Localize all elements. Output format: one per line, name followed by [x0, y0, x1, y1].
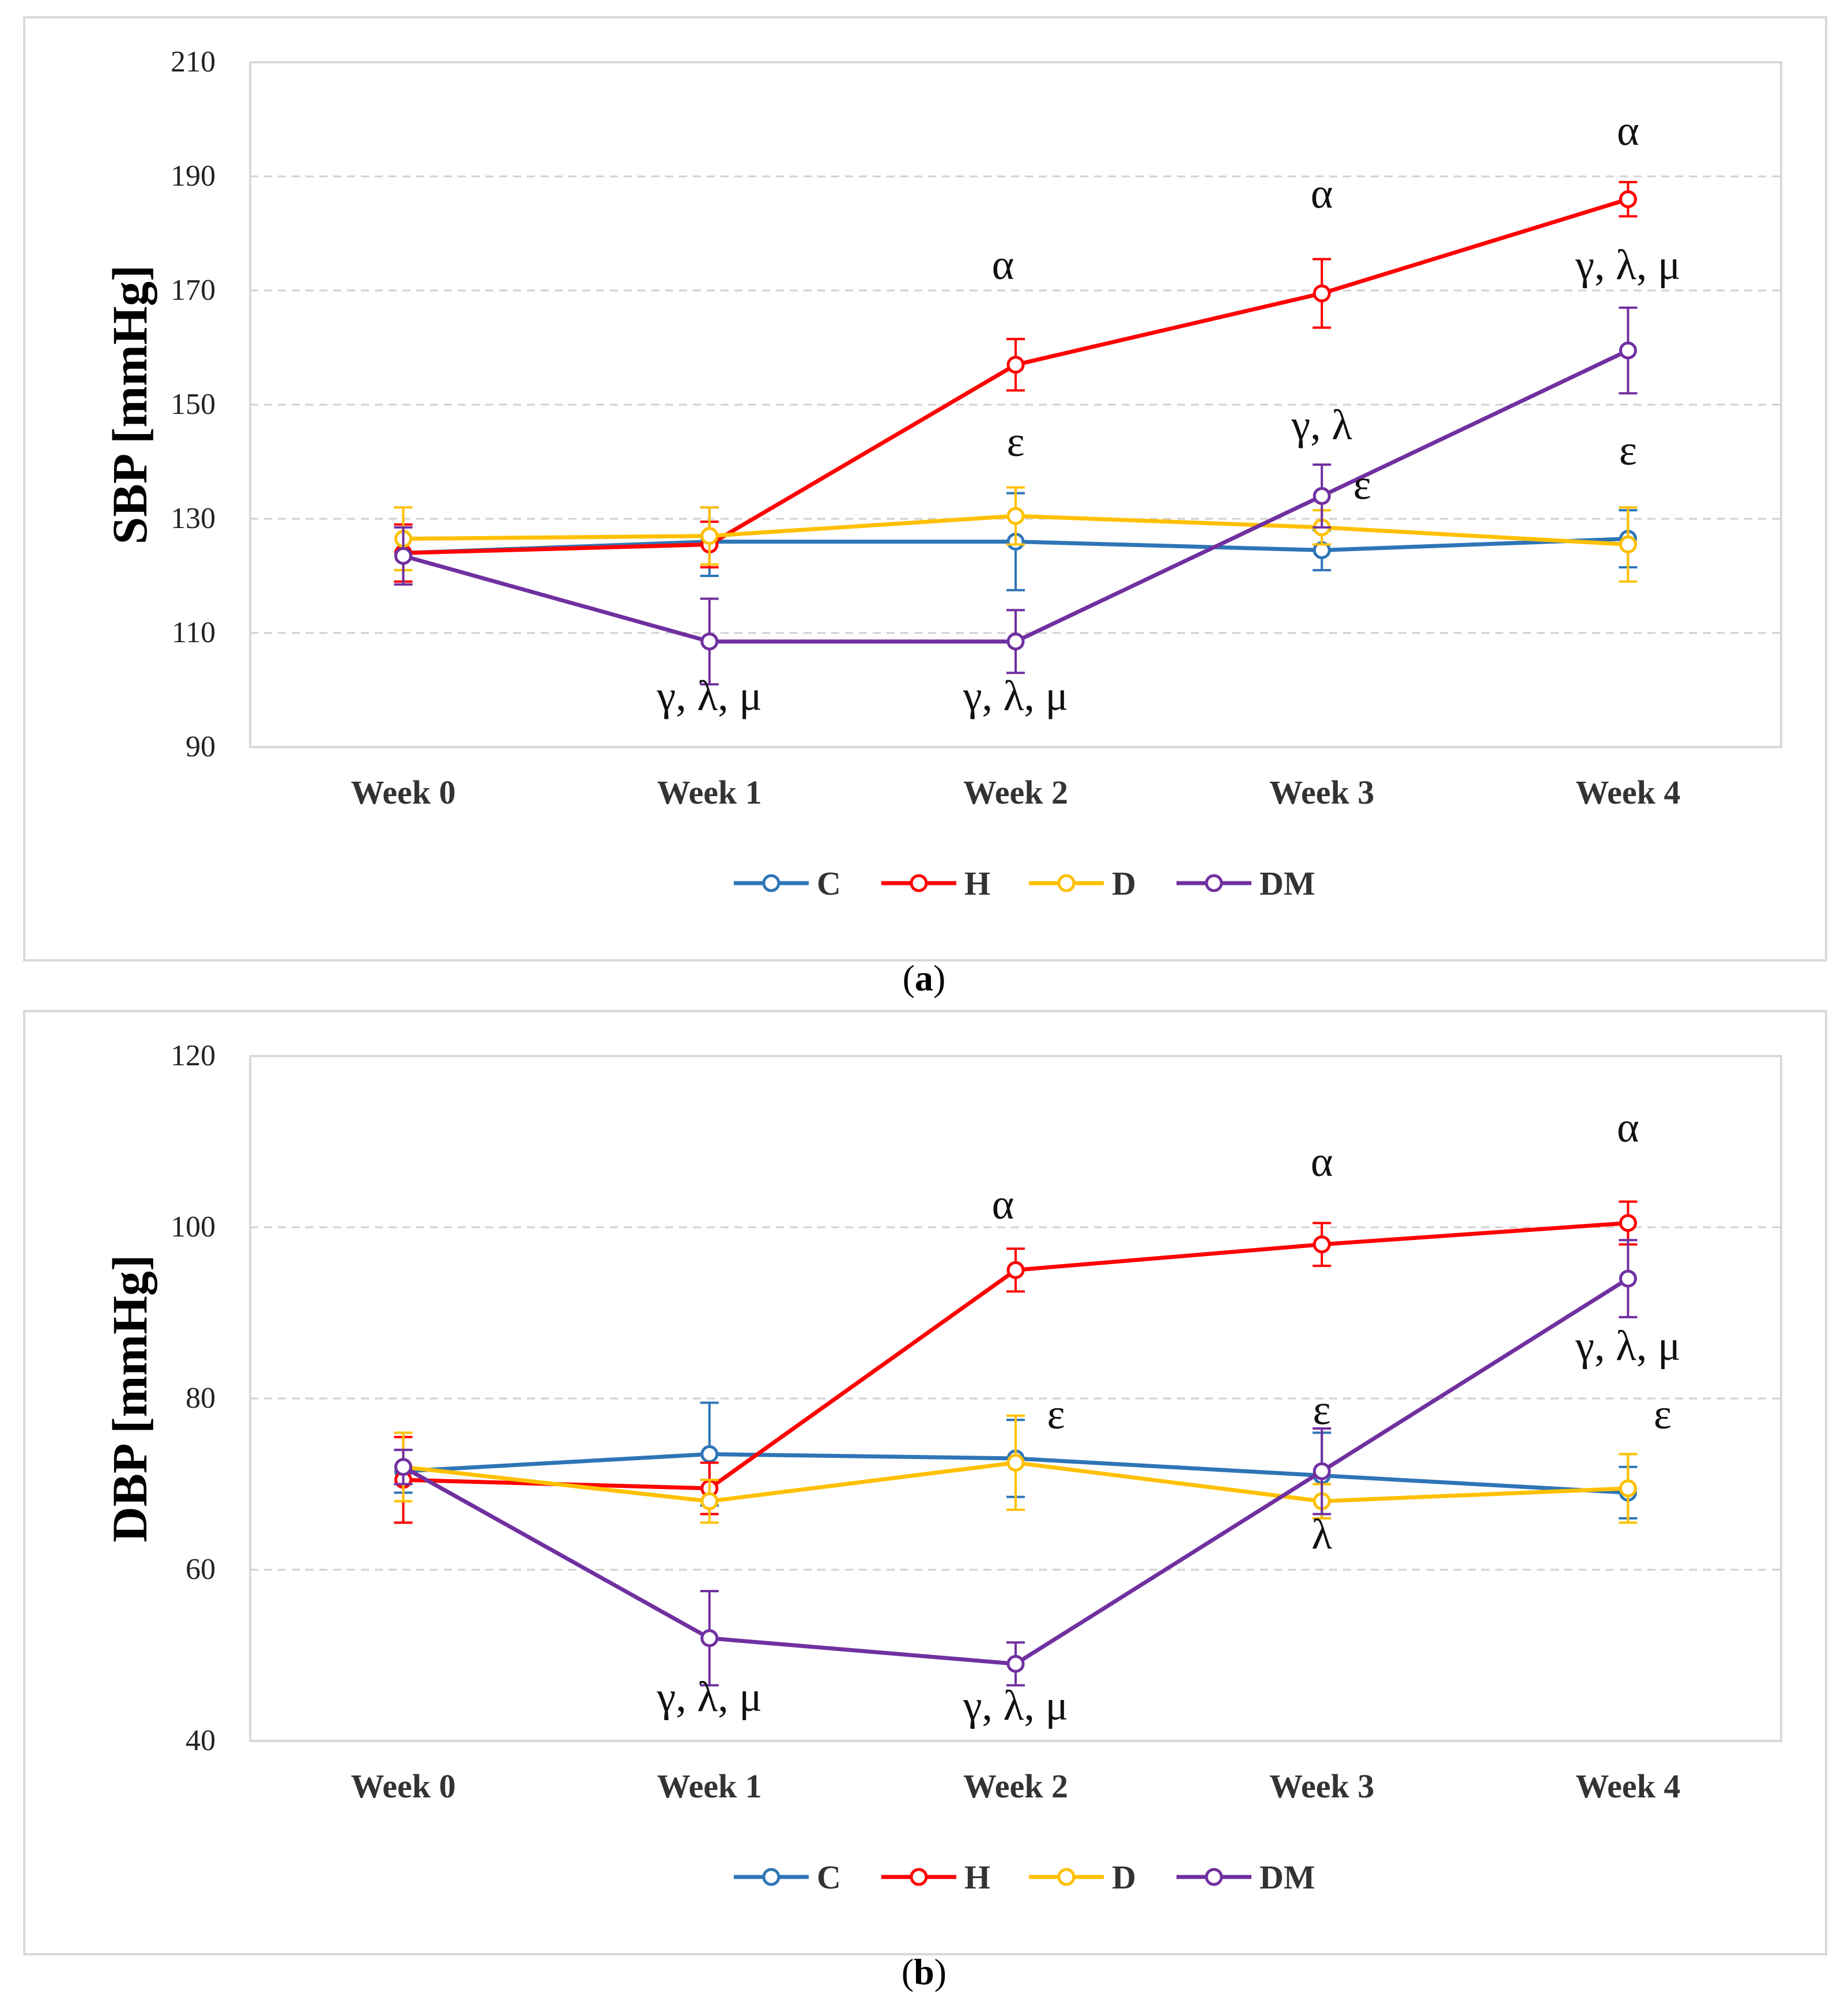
- y-axis-title: SBP [mmHg]: [102, 265, 157, 545]
- data-point-dm: [1314, 1464, 1329, 1479]
- data-point-dm: [1008, 1656, 1023, 1671]
- legend-label: D: [1112, 1859, 1136, 1896]
- annotation: α: [992, 1181, 1014, 1228]
- data-point-dm: [1314, 488, 1329, 503]
- annotation: α: [992, 242, 1014, 289]
- legend-label: DM: [1259, 865, 1315, 902]
- data-point-c: [702, 1447, 717, 1462]
- y-tick-label: 190: [171, 160, 216, 193]
- annotation: γ, λ, μ: [657, 673, 762, 720]
- data-point-d: [1620, 537, 1635, 552]
- dbp-chart: 40 60 80 100 120 DBP [mmHg] Week 0 Week 1 Week 2…: [25, 1012, 1825, 1953]
- data-point-dm: [1620, 343, 1635, 358]
- data-point-h: [1008, 1262, 1023, 1277]
- legend-item-c: C: [734, 1859, 841, 1896]
- data-point-d: [1008, 1455, 1023, 1470]
- data-point-h: [1008, 357, 1023, 372]
- annotation: ε: [1654, 1391, 1672, 1438]
- annotation: α: [1311, 1139, 1333, 1186]
- sbp-chart: 90 110 130 150 170 190 210 SBP [mmHg] Week 0 Week…: [25, 18, 1825, 959]
- y-tick-label: 90: [186, 730, 216, 763]
- data-point-dm: [702, 1631, 717, 1646]
- annotation: ε: [1047, 1391, 1065, 1438]
- annotation: γ, λ: [1291, 401, 1352, 448]
- y-tick-label: 150: [171, 388, 216, 421]
- chart-panel-b: 40 60 80 100 120 DBP [mmHg] Week 0 Week 1 Week 2…: [23, 1010, 1827, 1955]
- data-point-dm: [1008, 634, 1023, 649]
- x-tick-label: Week 4: [1575, 774, 1680, 811]
- y-tick-label: 60: [186, 1553, 216, 1586]
- legend-label: DM: [1259, 1859, 1315, 1896]
- y-tick-label: 80: [186, 1382, 216, 1415]
- annotation: λ: [1311, 1511, 1332, 1558]
- y-axis-title: DBP [mmHg]: [102, 1254, 157, 1542]
- legend-label: C: [817, 865, 841, 902]
- data-point-dm: [396, 1460, 411, 1475]
- data-point-h: [1620, 1216, 1635, 1231]
- annotation: α: [1617, 108, 1639, 155]
- x-tick-label: Week 0: [351, 774, 456, 811]
- x-tick-label: Week 3: [1269, 1767, 1374, 1805]
- data-point-d: [1008, 508, 1023, 523]
- data-point-dm: [396, 548, 411, 563]
- annotation: ε: [1006, 419, 1024, 466]
- y-tick-label: 40: [186, 1724, 216, 1757]
- annotation: ε: [1353, 461, 1371, 508]
- legend-swatch-marker: [1206, 1869, 1221, 1884]
- legend-item-d: D: [1029, 1859, 1136, 1896]
- data-point-h: [1314, 286, 1329, 301]
- legend-label: D: [1112, 865, 1136, 902]
- data-point-d: [1620, 1481, 1635, 1496]
- legend-swatch-marker: [764, 876, 779, 891]
- x-tick-label: Week 4: [1575, 1767, 1680, 1805]
- caption-b: (b): [0, 1951, 1848, 1993]
- x-tick-label: Week 0: [351, 1767, 456, 1805]
- y-tick-label: 210: [171, 46, 216, 78]
- annotation: ε: [1619, 427, 1637, 474]
- data-point-d: [702, 529, 717, 544]
- data-point-dm: [1620, 1271, 1635, 1286]
- annotation: γ, λ, μ: [963, 1682, 1068, 1729]
- data-point-d: [702, 1494, 717, 1509]
- y-tick-label: 100: [171, 1211, 216, 1243]
- legend-item-d: D: [1029, 865, 1136, 902]
- legend-swatch-marker: [1059, 876, 1074, 891]
- x-tick-label: Week 3: [1269, 774, 1374, 811]
- x-tick-label: Week 1: [657, 774, 762, 811]
- y-tick-label: 110: [172, 616, 216, 649]
- x-tick-label: Week 1: [657, 1767, 762, 1805]
- legend-swatch-marker: [764, 1869, 779, 1884]
- legend-item-dm: DM: [1176, 865, 1315, 902]
- data-point-dm: [702, 634, 717, 649]
- legend-swatch-marker: [911, 876, 926, 891]
- y-tick-label: 130: [171, 502, 216, 535]
- y-tick-label: 170: [171, 274, 216, 307]
- annotation: γ, λ, μ: [963, 673, 1068, 720]
- annotation: ε: [1313, 1387, 1331, 1434]
- annotation: γ, λ, μ: [1575, 1322, 1680, 1370]
- legend-swatch-marker: [1206, 876, 1221, 891]
- data-point-h: [1314, 1237, 1329, 1252]
- annotation: γ, λ, μ: [657, 1673, 762, 1721]
- caption-a: (a): [0, 957, 1848, 1000]
- legend-label: H: [964, 865, 990, 902]
- legend-item-h: H: [881, 1859, 990, 1896]
- legend-swatch-marker: [1059, 1869, 1074, 1884]
- legend-label: C: [817, 1859, 841, 1896]
- chart-panel-a: 90 110 130 150 170 190 210 SBP [mmHg] Week 0 Week…: [23, 16, 1827, 962]
- data-point-h: [1620, 192, 1635, 207]
- annotation: α: [1311, 170, 1333, 217]
- legend-item-h: H: [881, 865, 990, 902]
- annotation: α: [1617, 1104, 1639, 1152]
- annotation: γ, λ, μ: [1575, 242, 1680, 289]
- legend-swatch-marker: [911, 1869, 926, 1884]
- legend-item-c: C: [734, 865, 841, 902]
- legend-item-dm: DM: [1176, 1859, 1315, 1896]
- y-tick-label: 120: [171, 1039, 216, 1072]
- x-tick-label: Week 2: [963, 1767, 1068, 1805]
- legend-label: H: [964, 1859, 990, 1896]
- x-tick-label: Week 2: [963, 774, 1068, 811]
